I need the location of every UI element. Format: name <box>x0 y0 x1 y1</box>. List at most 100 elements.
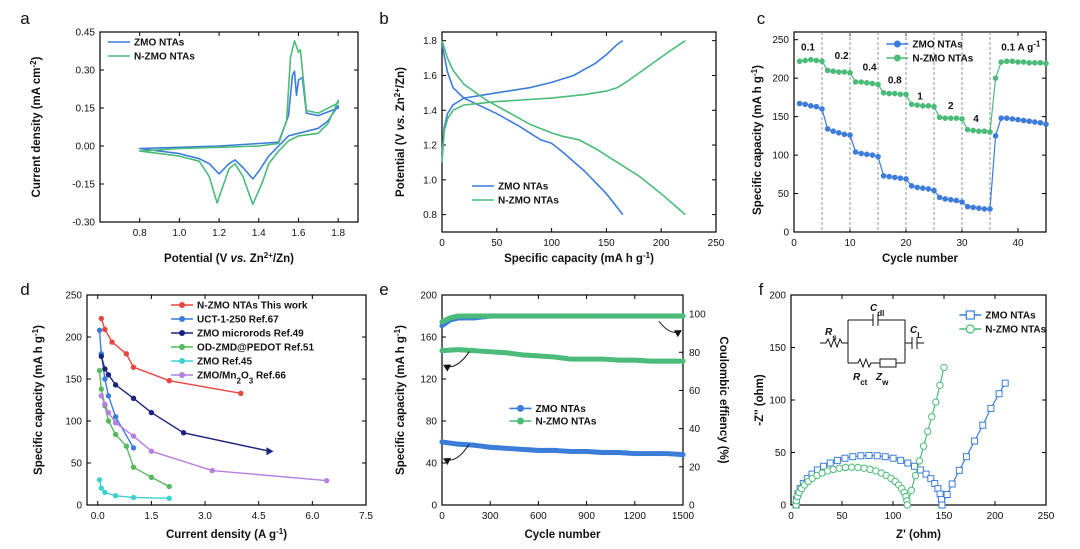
data-point <box>130 464 137 470</box>
y-tick-label: 250 <box>65 291 82 302</box>
legend-label: ZMO microrods Ref.49 <box>197 329 304 340</box>
data-point <box>971 437 979 445</box>
y-axis-label: Specific capacity (mA h g-1) <box>393 325 408 475</box>
data-point <box>948 480 956 488</box>
data-point <box>897 91 904 98</box>
data-point <box>102 326 108 333</box>
data-point <box>1043 60 1049 67</box>
series-line <box>138 70 339 180</box>
legend-marker <box>179 344 186 350</box>
arrow <box>443 351 470 372</box>
data-point <box>830 68 836 75</box>
data-point <box>920 103 926 109</box>
data-point <box>976 205 982 211</box>
data-point <box>953 197 960 204</box>
data-point <box>836 69 842 75</box>
series-line <box>98 330 135 449</box>
rate-label: 2 <box>948 101 954 112</box>
data-point <box>953 115 960 121</box>
data-point <box>942 196 948 202</box>
data-point <box>123 443 130 449</box>
y-tick-label: 50 <box>778 189 790 200</box>
series-line <box>795 367 945 506</box>
y-tick-label: 80 <box>426 417 438 428</box>
circuit-inset <box>820 314 924 369</box>
y-right-tick-label: 0 <box>689 501 695 512</box>
data-point <box>942 115 948 121</box>
x-tick-label: 10 <box>844 238 856 249</box>
data-point <box>995 390 1003 398</box>
data-point <box>892 174 898 181</box>
data-point <box>917 466 925 474</box>
data-point <box>860 464 868 472</box>
data-point <box>1001 379 1009 387</box>
data-point <box>852 79 859 85</box>
data-point <box>130 494 137 501</box>
data-point <box>148 409 155 416</box>
arrow <box>658 320 682 338</box>
data-point <box>992 133 999 139</box>
data-point <box>938 501 946 509</box>
data-point <box>857 452 865 460</box>
data-point <box>808 56 814 63</box>
data-point <box>970 204 976 211</box>
data-point <box>96 477 103 483</box>
legend-label: UCT-1-250 Ref.67 <box>197 315 279 326</box>
y-axis-label: Specific capacity (mA h g-1) <box>31 325 46 475</box>
rs-resistor <box>820 337 848 349</box>
y-axis-label: Current density (mA cm-2) <box>29 56 44 197</box>
x-axis-label: Cycle number <box>882 253 959 265</box>
data-point <box>948 196 954 203</box>
x-tick-label: 1.2 <box>212 228 226 239</box>
legend-label: N-ZMO NTAs <box>535 417 596 428</box>
x-tick-label: 100 <box>543 238 560 249</box>
data-point <box>981 128 988 135</box>
x-tick-label: 150 <box>936 511 953 522</box>
cdl-branch <box>847 314 906 363</box>
data-point <box>102 376 108 382</box>
data-point <box>841 454 849 462</box>
data-point <box>847 463 856 471</box>
x-axis-label: Potential (V vs. Zn2+/Zn) <box>164 251 294 266</box>
circuit-label: Rct <box>853 372 868 387</box>
data-point <box>130 395 137 402</box>
data-point <box>886 90 892 97</box>
plot-frame <box>793 31 1047 233</box>
cl-capacitor <box>905 337 924 349</box>
data-point <box>914 102 920 108</box>
legend-label: N-ZMO NTAs <box>912 54 973 65</box>
data-point <box>928 413 936 421</box>
data-point <box>841 463 850 472</box>
x-tick-label: 0 <box>439 238 445 249</box>
plot-frame <box>99 31 359 223</box>
y-tick-label: 1.2 <box>423 141 437 152</box>
panel-e: 0 300 600 900 1200 150004080120160200e0204060… <box>379 280 729 541</box>
data-point <box>824 67 831 74</box>
rate-label: 0.8 <box>888 76 902 87</box>
data-point <box>940 363 948 372</box>
data-point <box>98 386 105 392</box>
data-point <box>903 91 909 98</box>
data-point <box>892 90 898 97</box>
legend-label: ZMO NTAs <box>498 182 549 193</box>
legend-marker <box>516 417 524 425</box>
data-point <box>908 183 915 189</box>
x-tick-label: 1.8 <box>331 228 345 239</box>
y-tick-label: 50 <box>71 459 83 470</box>
legend-label: ZMO NTAs <box>985 311 1036 322</box>
data-point <box>964 203 971 210</box>
data-point <box>824 126 831 132</box>
data-point <box>904 459 912 467</box>
data-point <box>976 128 982 135</box>
x-tick-label: 250 <box>1038 511 1055 522</box>
legend-label: N-ZMO NTAs <box>985 325 1046 336</box>
data-point <box>1004 58 1010 65</box>
x-axis-label: Specific capacity (mA h g-1) <box>504 251 654 266</box>
data-point <box>936 114 943 121</box>
y-tick-label: 0.15 <box>76 104 96 115</box>
data-point <box>180 430 187 436</box>
legend-marker <box>179 330 186 336</box>
data-point <box>209 467 215 474</box>
data-point <box>102 489 108 496</box>
x-axis-label: Current density (A g-1) <box>166 527 287 542</box>
